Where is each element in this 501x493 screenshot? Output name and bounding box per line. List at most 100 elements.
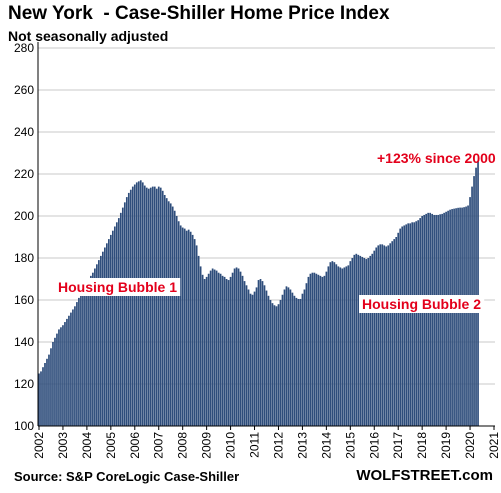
bar [347, 265, 350, 426]
bar [435, 214, 437, 426]
bar [197, 255, 200, 426]
bar [315, 273, 318, 426]
bar [269, 300, 272, 426]
x-tick-label: 2008 [176, 432, 190, 459]
bar [50, 348, 52, 426]
bar [317, 274, 320, 426]
bar [415, 221, 418, 426]
bar [329, 262, 332, 426]
bar [357, 254, 360, 426]
bar [353, 254, 356, 426]
bar [309, 273, 312, 426]
bar [106, 243, 108, 426]
x-tick-label: 2005 [104, 432, 118, 459]
bar [219, 273, 222, 426]
bar [355, 253, 358, 426]
x-tick-label: 2010 [224, 432, 238, 459]
bar [143, 185, 146, 426]
annotations: +123% since 2000 Housing Bubble 1 Housing … [55, 150, 496, 313]
bar [271, 303, 274, 426]
bar [223, 276, 226, 426]
bar [437, 214, 439, 426]
bar [369, 255, 372, 426]
bar [393, 239, 396, 426]
bar [249, 293, 252, 426]
bar [421, 216, 424, 426]
bar [247, 289, 250, 426]
bar [337, 266, 340, 426]
y-tick-label: 260 [14, 83, 34, 97]
bar [351, 258, 354, 426]
bar [151, 186, 154, 426]
bar [237, 268, 240, 426]
bar [261, 281, 264, 426]
bar [395, 237, 398, 426]
bar [167, 201, 170, 426]
y-tick-label: 280 [14, 41, 34, 55]
bar [431, 213, 433, 426]
bar [299, 298, 302, 426]
bar [377, 245, 380, 426]
bar [379, 244, 382, 426]
bar [98, 260, 100, 426]
bar [449, 209, 451, 426]
bar [307, 276, 310, 426]
y-tick-label: 140 [14, 335, 34, 349]
bar [125, 197, 128, 426]
bar [375, 247, 378, 426]
bar [145, 187, 148, 426]
bar [371, 253, 374, 426]
bar [191, 234, 194, 426]
bar [333, 262, 336, 426]
bar [113, 226, 116, 426]
bar [345, 266, 348, 426]
bar [221, 275, 224, 426]
bar [137, 181, 140, 426]
annotation-text: Housing Bubble 2 [362, 296, 481, 312]
bar [177, 221, 180, 426]
annotation-text: Housing Bubble 1 [58, 279, 177, 295]
annotation-label: Housing Bubble 1 [55, 278, 181, 296]
bar [173, 210, 176, 426]
bar [90, 275, 92, 426]
bar [213, 269, 216, 426]
bar [323, 275, 326, 426]
bar [141, 182, 144, 426]
bar [117, 218, 120, 426]
x-tick-label: 2016 [367, 432, 381, 459]
bar [265, 290, 268, 426]
bar [253, 291, 256, 426]
annotation-label: Housing Bubble 2 [359, 295, 485, 313]
x-tick-label: 2003 [56, 432, 70, 459]
bar [313, 272, 316, 426]
bar [193, 239, 196, 426]
bar [123, 202, 126, 426]
bar [263, 285, 266, 426]
bar [441, 213, 443, 426]
bar [257, 280, 260, 426]
bar [335, 264, 338, 426]
bar [185, 230, 188, 426]
bar [229, 276, 232, 426]
bar [285, 286, 288, 426]
bar [217, 272, 220, 426]
y-tick-label: 200 [14, 209, 34, 223]
bar [187, 229, 190, 426]
x-tick-label: 2012 [271, 432, 285, 459]
bar [397, 232, 400, 426]
annotation-label: +123% since 2000 [377, 150, 496, 166]
bar [289, 289, 292, 426]
bar [38, 373, 40, 426]
bar [115, 222, 118, 426]
bar [295, 297, 298, 426]
chart-subtitle: Not seasonally adjusted [8, 28, 169, 44]
bar [325, 271, 328, 426]
bar [161, 190, 164, 426]
bar [64, 322, 66, 426]
bar [209, 270, 212, 426]
bar [293, 295, 296, 426]
bar [109, 234, 112, 426]
bar [58, 329, 60, 426]
bar [165, 198, 168, 426]
